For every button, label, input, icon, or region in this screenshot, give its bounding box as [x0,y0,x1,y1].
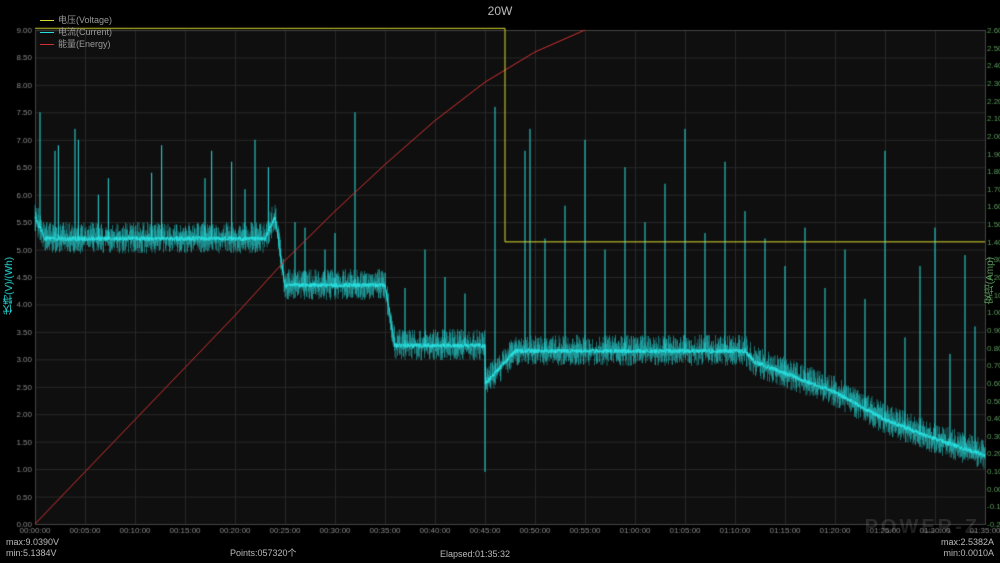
legend-item: 电流(Current) [40,26,112,38]
chart-container: 20W 电压(Voltage)电流(Current)能量(Energy) 伏特(… [0,0,1000,563]
legend: 电压(Voltage)电流(Current)能量(Energy) [40,14,112,50]
plot-canvas [0,0,1000,563]
legend-item: 能量(Energy) [40,38,112,50]
stat-mid: Elapsed:01:35:32 [440,549,510,559]
y-right-label: 安培(Amp) [983,257,998,304]
stat-mid: Points:057320个 [230,546,297,559]
legend-item: 电压(Voltage) [40,14,112,26]
watermark: POWER-Z [865,516,980,539]
chart-title: 20W [0,4,1000,18]
stats-right: max:2.5382Amin:0.0010A [941,537,994,559]
stats-left: max:9.0390Vmin:5.1384V [6,537,59,559]
y-left-label: 伏特(V)/(Wh) [2,257,17,315]
